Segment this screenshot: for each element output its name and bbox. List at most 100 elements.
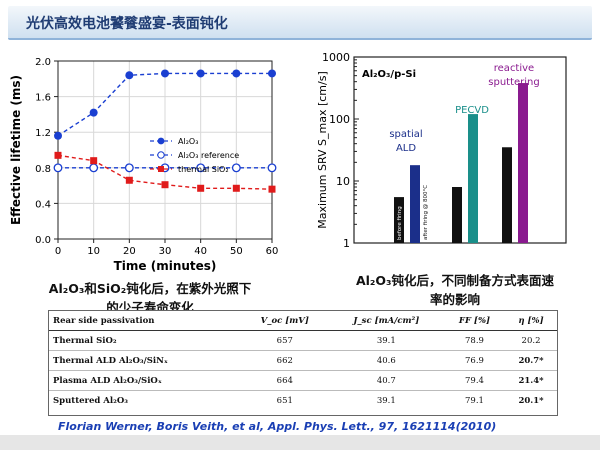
table-cell: 40.7 (328, 370, 444, 391)
table-cell: 664 (240, 370, 329, 391)
bar (502, 147, 512, 243)
table-cell: 79.1 (465, 395, 484, 406)
table-header-row: Rear side passivation V_oc [mV] J_sc [mA… (49, 311, 557, 331)
bar-label: after firing @ 800°C (423, 185, 429, 240)
bar (452, 187, 462, 243)
data-point (268, 185, 276, 193)
x-tick-label: 40 (194, 246, 207, 257)
data-point (161, 181, 169, 189)
caption-right-line2: 率的影响 (429, 292, 480, 307)
y-tick-label: 2.0 (35, 57, 51, 68)
y-tick-label: 10 (336, 175, 350, 188)
data-point (90, 157, 98, 165)
x-tick-label: 50 (230, 246, 243, 257)
page-title: 光伏高效电池饕餮盛宴-表面钝化 (26, 16, 228, 32)
data-point (125, 71, 134, 80)
citation: Florian Werner, Boris Veith, et al, Appl… (58, 420, 497, 433)
caption-right-line1: Al₂O₃钝化后，不同制备方式表面速 (355, 273, 555, 288)
data-point (196, 69, 205, 78)
data-point (124, 163, 134, 173)
table-cell: 20.1* (518, 395, 544, 406)
header-cell: V_oc [mV] (240, 311, 329, 331)
panel-label: Al₂O₃/p-Si (362, 69, 416, 80)
x-tick-label: 60 (266, 246, 279, 257)
table-cell: 651 (276, 395, 293, 406)
x-tick-label: 20 (123, 246, 136, 257)
y-tick-label: 1.2 (35, 128, 51, 139)
table-cell: 20.2 (505, 330, 557, 351)
caption-right: Al₂O₃钝化后，不同制备方式表面速 率的影响 (315, 270, 595, 308)
table-row: Plasma ALD Al₂O₃/SiOₓ 664 40.7 79.4 21.4… (49, 370, 557, 391)
table-cell: Sputtered Al₂O₃ (53, 395, 128, 406)
y-tick-label: 1 (343, 237, 350, 250)
y-tick-label: 1.6 (35, 93, 51, 104)
header-cell: Rear side passivation (49, 311, 241, 331)
footer-band (0, 435, 600, 450)
data-point (231, 163, 241, 173)
bar (518, 83, 528, 243)
x-tick-label: 0 (55, 246, 61, 257)
data-point (232, 184, 240, 192)
table-cell: 76.9 (443, 350, 506, 371)
table-row: Thermal SiO₂ 657 39.1 78.9 20.2 (49, 330, 557, 351)
group-label: reactive (494, 63, 534, 74)
legend-marker (158, 166, 164, 172)
table-cell: 21.4* (505, 370, 557, 391)
data-point (268, 69, 276, 78)
table-cell: 40.6 (328, 350, 444, 371)
data-point (161, 69, 169, 78)
data-point (53, 163, 63, 173)
x-axis-label: Time (minutes) (114, 259, 217, 273)
data-point (267, 163, 277, 173)
group-label: spatial (389, 129, 422, 140)
y-tick-label: 0.0 (35, 235, 51, 246)
caption-left-line1: Al₂O₃和SiO₂钝化后，在紫外光照下 (48, 281, 252, 296)
group-label: ALD (396, 143, 416, 154)
data-point (196, 163, 206, 173)
header-cell: FF [%] (443, 311, 506, 331)
bar-label: before firing (397, 206, 403, 240)
table-cell: 78.9 (443, 330, 506, 351)
data-point (197, 184, 205, 192)
x-tick-label: 30 (159, 246, 172, 257)
table-cell: 662 (240, 350, 329, 371)
table-cell: Thermal SiO₂ (49, 330, 241, 351)
table-row: Thermal ALD Al₂O₃/SiNₓ 662 40.6 76.9 20.… (49, 350, 557, 371)
data-point (54, 131, 62, 140)
y-axis-label: Maximum SRV S_max [cm/s] (316, 71, 329, 228)
bar (468, 114, 478, 243)
table-cell: 20.7* (505, 350, 557, 371)
title-bar: 光伏高效电池饕餮盛宴-表面钝化 (8, 6, 592, 40)
y-axis-label: Effective lifetime (ms) (9, 75, 23, 225)
table-row: Sputtered Al₂O₃ 651 39.1 79.1 20.1* (49, 391, 557, 411)
table-cell: Plasma ALD Al₂O₃/SiOₓ (49, 370, 241, 391)
results-table: Rear side passivation V_oc [mV] J_sc [mA… (48, 310, 558, 416)
legend-label: thermal SiO₂ (178, 165, 229, 174)
y-tick-label: 100 (329, 113, 350, 126)
lifetime-chart: 0.0 0.4 0.8 1.2 1.6 2.0 0 10 20 30 40 50 60 Time (min… (9, 57, 279, 273)
data-point (125, 176, 133, 184)
y-tick-label: 0.8 (35, 164, 51, 175)
bar (394, 197, 404, 243)
plot-frame (57, 60, 273, 240)
table-cell: Thermal ALD Al₂O₃/SiNₓ (49, 350, 241, 371)
data-point (89, 108, 98, 117)
data-point (89, 163, 99, 173)
table-cell: 657 (240, 330, 329, 351)
table-cell: 39.1 (328, 330, 444, 351)
bar (410, 165, 420, 243)
legend-marker (157, 137, 165, 145)
data-point (54, 151, 62, 159)
table-cell: 39.1 (376, 395, 396, 406)
group-label: PECVD (455, 105, 489, 116)
srv-bar-chart: 1 10 100 1000 Maximum SRV S_max [cm/s] Al₂O₃/… (316, 51, 567, 250)
group-label: sputtering (488, 77, 539, 88)
legend-label: Al₂O₃ reference (178, 151, 239, 160)
x-tick-label: 10 (87, 246, 100, 257)
data-point (232, 69, 241, 78)
y-tick-label: 1000 (322, 51, 350, 64)
legend-marker (157, 151, 165, 159)
header-cell: η [%] (505, 311, 557, 331)
table-cell: 79.4 (443, 370, 506, 391)
y-tick-label: 0.4 (35, 199, 51, 210)
